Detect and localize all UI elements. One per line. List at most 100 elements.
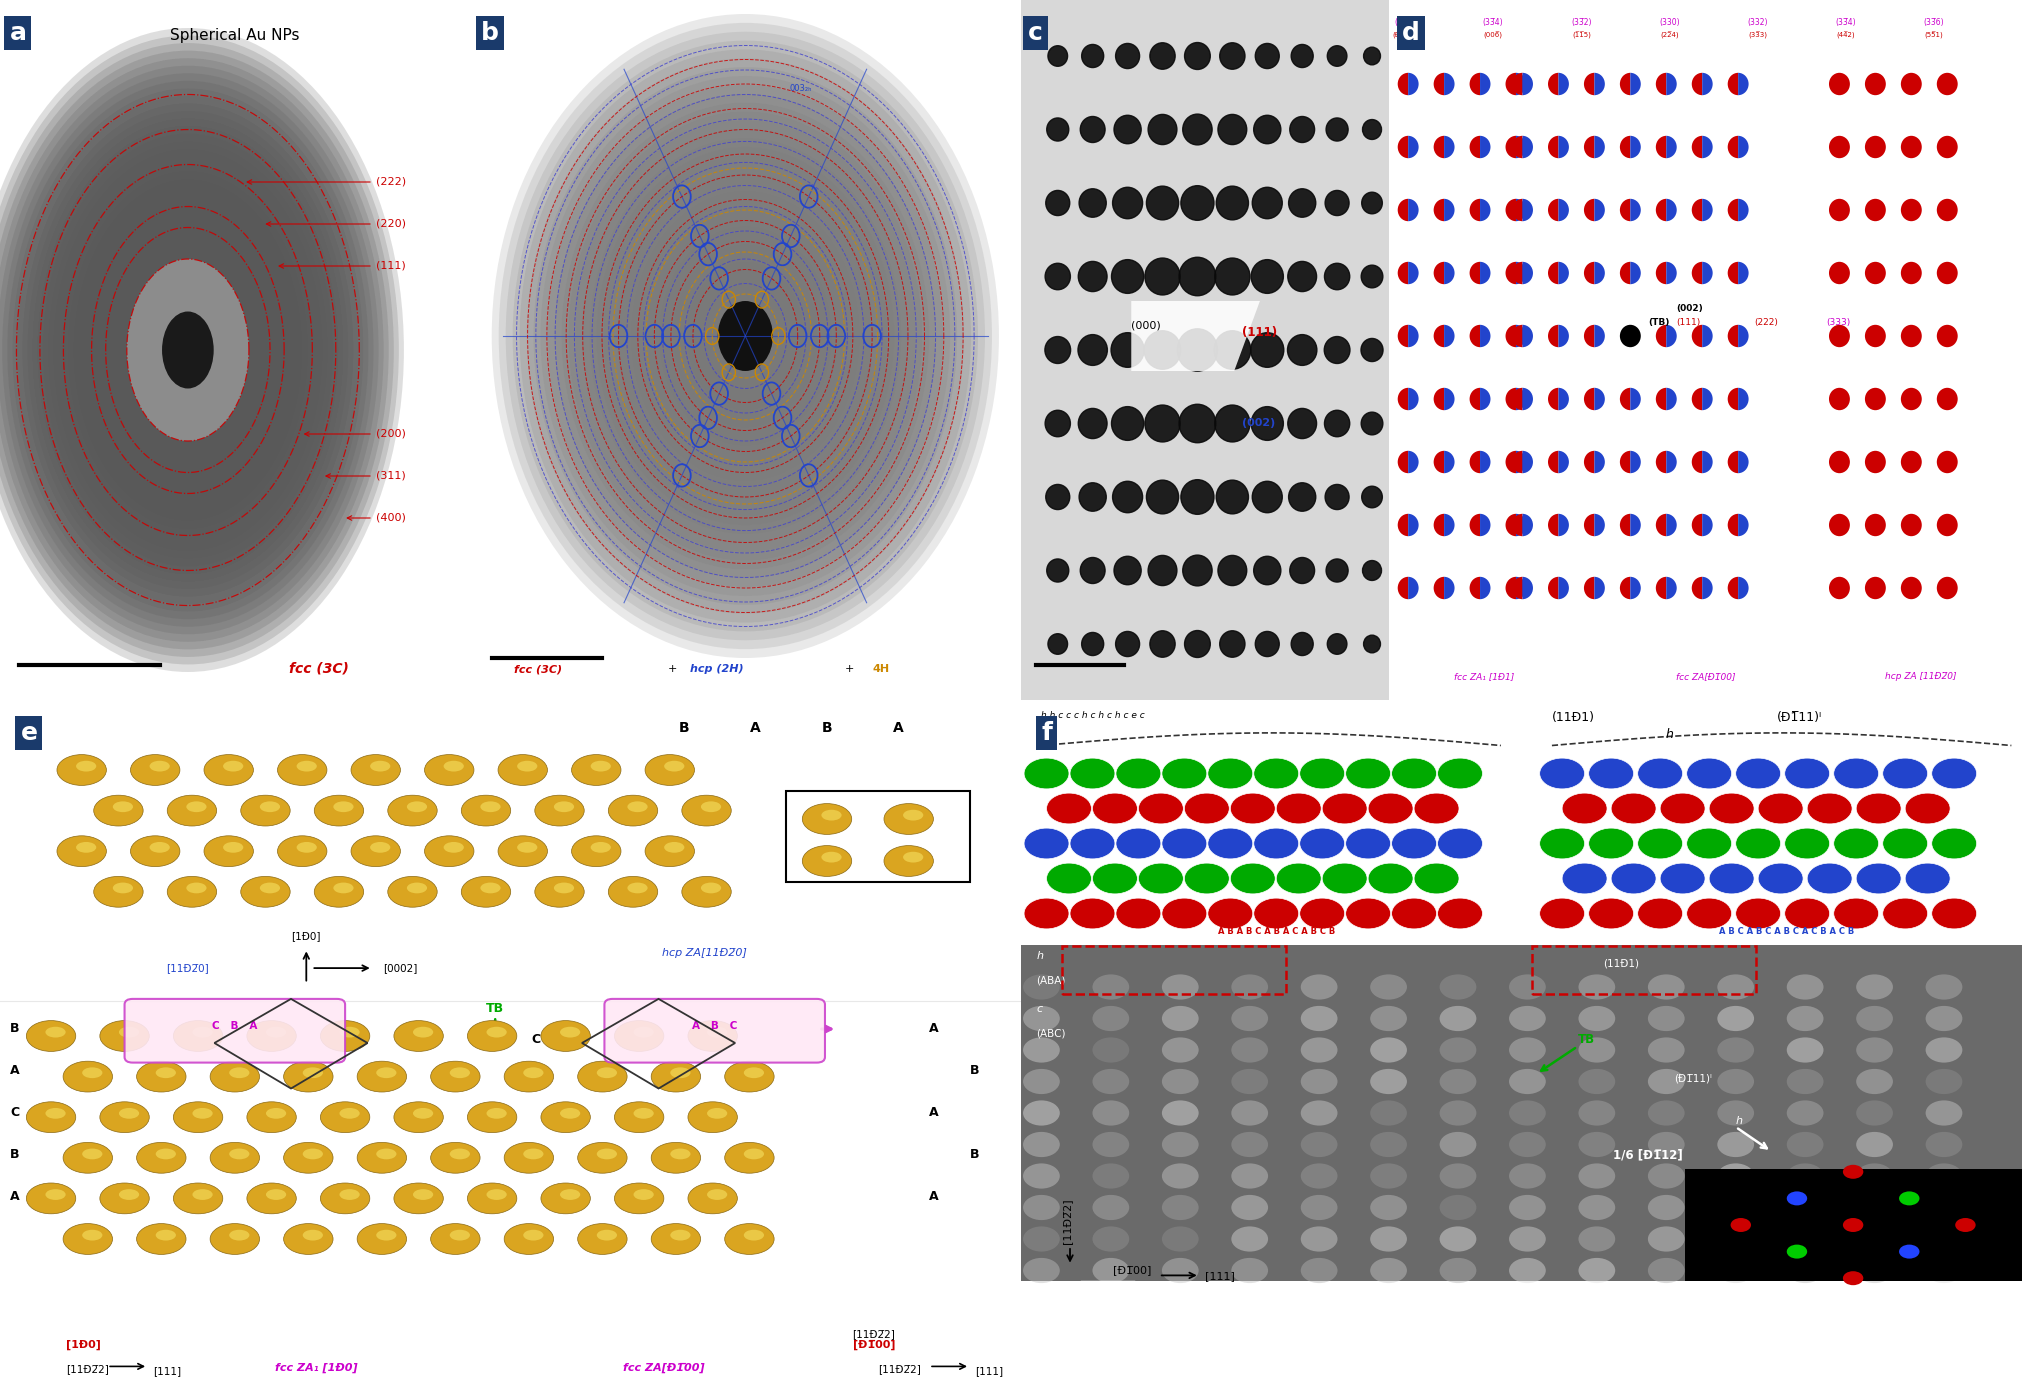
- Circle shape: [625, 182, 866, 490]
- Circle shape: [1589, 899, 1634, 930]
- Ellipse shape: [412, 1026, 433, 1037]
- Wedge shape: [1656, 262, 1666, 284]
- Circle shape: [1370, 974, 1407, 1000]
- Ellipse shape: [535, 876, 584, 907]
- Ellipse shape: [1256, 43, 1278, 69]
- Ellipse shape: [1048, 634, 1068, 654]
- Ellipse shape: [486, 1107, 506, 1119]
- Circle shape: [1440, 974, 1476, 1000]
- Circle shape: [1391, 829, 1438, 858]
- Wedge shape: [1728, 388, 1738, 410]
- Ellipse shape: [210, 1224, 259, 1254]
- Wedge shape: [1444, 577, 1454, 599]
- Circle shape: [1830, 451, 1850, 473]
- Circle shape: [1717, 1194, 1754, 1219]
- Circle shape: [1856, 1005, 1893, 1030]
- Ellipse shape: [541, 1183, 590, 1214]
- Circle shape: [1787, 1070, 1824, 1095]
- Wedge shape: [1619, 577, 1630, 599]
- Ellipse shape: [1184, 630, 1211, 658]
- Ellipse shape: [27, 1102, 76, 1133]
- Ellipse shape: [1252, 482, 1282, 512]
- Circle shape: [1023, 1257, 1060, 1282]
- Wedge shape: [1480, 325, 1491, 347]
- Circle shape: [1023, 829, 1070, 858]
- Text: [11Đ2̅2]: [11Đ2̅2]: [878, 1364, 921, 1373]
- Circle shape: [1229, 792, 1274, 823]
- Ellipse shape: [615, 1102, 664, 1133]
- Ellipse shape: [167, 795, 216, 826]
- Ellipse shape: [302, 1148, 323, 1159]
- Wedge shape: [1409, 199, 1419, 221]
- Ellipse shape: [1150, 43, 1174, 69]
- Ellipse shape: [321, 1183, 370, 1214]
- Wedge shape: [1515, 325, 1527, 347]
- Ellipse shape: [1360, 339, 1382, 361]
- Ellipse shape: [480, 882, 500, 893]
- Circle shape: [1785, 829, 1830, 858]
- Circle shape: [1926, 1100, 1962, 1126]
- Circle shape: [1509, 1005, 1546, 1030]
- Ellipse shape: [351, 755, 400, 785]
- Circle shape: [1736, 829, 1781, 858]
- Ellipse shape: [376, 1067, 396, 1078]
- Circle shape: [709, 288, 782, 384]
- Circle shape: [1926, 1131, 1962, 1156]
- Ellipse shape: [449, 1067, 470, 1078]
- Ellipse shape: [1250, 333, 1284, 367]
- Circle shape: [602, 155, 888, 517]
- Circle shape: [1370, 1100, 1407, 1126]
- Circle shape: [1785, 757, 1830, 790]
- Wedge shape: [1666, 388, 1676, 410]
- Ellipse shape: [700, 882, 721, 893]
- Wedge shape: [1738, 262, 1748, 284]
- Wedge shape: [1595, 514, 1605, 536]
- Text: (311): (311): [327, 470, 406, 482]
- Ellipse shape: [523, 1229, 543, 1240]
- Text: (11Đ1): (11Đ1): [1603, 958, 1640, 967]
- Ellipse shape: [137, 1142, 186, 1173]
- Text: C: C: [10, 1106, 18, 1120]
- Wedge shape: [1548, 199, 1558, 221]
- Circle shape: [1834, 899, 1879, 930]
- Ellipse shape: [517, 760, 537, 771]
- Circle shape: [104, 224, 272, 476]
- Circle shape: [1162, 1070, 1199, 1095]
- Wedge shape: [1470, 325, 1480, 347]
- Wedge shape: [1656, 577, 1666, 599]
- Text: (200): (200): [304, 428, 406, 440]
- Text: (222): (222): [1754, 319, 1779, 328]
- Text: (330): (330): [1660, 17, 1681, 27]
- Wedge shape: [1444, 262, 1454, 284]
- Wedge shape: [1470, 73, 1480, 95]
- Ellipse shape: [1364, 48, 1380, 64]
- Circle shape: [1162, 757, 1207, 790]
- Wedge shape: [1480, 577, 1491, 599]
- Circle shape: [1864, 136, 1887, 158]
- Circle shape: [1926, 1005, 1962, 1030]
- Ellipse shape: [884, 846, 933, 876]
- Wedge shape: [1433, 577, 1444, 599]
- Ellipse shape: [468, 1102, 517, 1133]
- Circle shape: [1578, 1070, 1615, 1095]
- Text: (Đ1̅11)ᴵ: (Đ1̅11)ᴵ: [1777, 711, 1821, 724]
- Ellipse shape: [1362, 119, 1382, 140]
- Circle shape: [1830, 199, 1850, 221]
- Ellipse shape: [149, 760, 169, 771]
- Circle shape: [1883, 829, 1928, 858]
- Text: (111): (111): [1242, 326, 1276, 339]
- Circle shape: [1509, 974, 1546, 1000]
- Wedge shape: [1595, 199, 1605, 221]
- Ellipse shape: [1217, 186, 1248, 220]
- Ellipse shape: [498, 836, 547, 867]
- Ellipse shape: [1325, 263, 1350, 290]
- Text: (33̅4): (33̅4): [1836, 17, 1856, 27]
- Ellipse shape: [1113, 188, 1144, 218]
- Circle shape: [1758, 792, 1803, 823]
- Circle shape: [674, 244, 817, 428]
- Wedge shape: [1511, 136, 1523, 158]
- Circle shape: [129, 262, 247, 438]
- Ellipse shape: [1182, 554, 1213, 585]
- Wedge shape: [1470, 136, 1480, 158]
- Circle shape: [1901, 325, 1922, 347]
